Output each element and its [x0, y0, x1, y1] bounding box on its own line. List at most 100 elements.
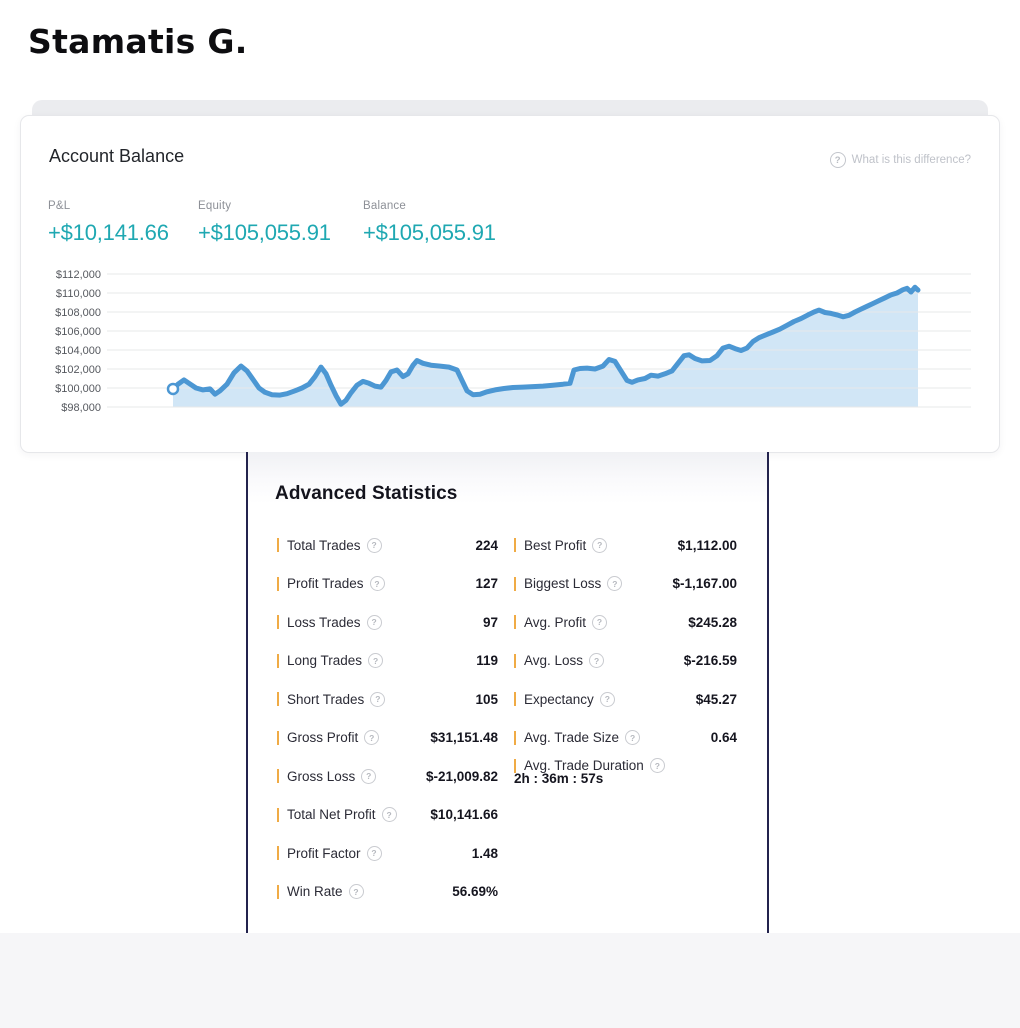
stat-label: Avg. Trade Duration: [524, 758, 644, 774]
help-icon[interactable]: ?: [368, 653, 384, 669]
help-icon[interactable]: ?: [589, 653, 605, 669]
help-icon[interactable]: ?: [370, 691, 386, 707]
help-icon[interactable]: ?: [348, 884, 364, 900]
stat-row: Short Trades ? 105: [277, 680, 498, 719]
stat-row: Gross Profit ? $31,151.48: [277, 719, 498, 758]
help-icon[interactable]: ?: [592, 614, 608, 630]
stat-accent-bar: [514, 576, 516, 591]
stat-value: $1,112.00: [677, 537, 737, 553]
stat-value: $-21,009.82: [425, 768, 498, 784]
stats-col-left: Total Trades ? 224 Profit Trades ? 127 L…: [277, 526, 498, 911]
y-axis-tick-label: $112,000: [56, 269, 101, 281]
help-icon[interactable]: ?: [369, 576, 385, 592]
help-icon[interactable]: ?: [649, 758, 665, 774]
metric-equity-label: Equity: [198, 200, 232, 212]
stat-label: Gross Loss: [287, 768, 356, 784]
stats-col-right: Best Profit ? $1,112.00 Biggest Loss ? $…: [514, 526, 737, 796]
stat-row: Avg. Trade Size ? 0.64: [514, 719, 737, 758]
stat-row: Loss Trades ? 97: [277, 603, 498, 642]
help-icon[interactable]: ?: [599, 691, 615, 707]
help-icon[interactable]: ?: [381, 807, 397, 823]
start-point-marker: [166, 382, 180, 396]
stat-label: Avg. Loss: [524, 653, 584, 669]
stat-label: Win Rate: [287, 884, 343, 900]
stat-row: Biggest Loss ? $-1,167.00: [514, 565, 737, 604]
stat-label: Long Trades: [287, 653, 363, 669]
metric-pnl-value: +$10,141.66: [48, 220, 169, 245]
help-icon[interactable]: ?: [366, 614, 382, 630]
stat-value: 105: [475, 691, 498, 707]
account-balance-card: Account Balance ? What is this differenc…: [20, 115, 1000, 453]
stat-label: Loss Trades: [287, 614, 361, 630]
stat-value: 2h : 36m : 57s: [514, 771, 604, 787]
stat-label: Profit Factor: [287, 845, 361, 861]
stat-row: Avg. Trade Duration ? 2h : 36m : 57s: [514, 757, 737, 796]
stat-accent-bar: [277, 692, 279, 707]
stat-value: 97: [482, 614, 498, 630]
help-label: What is this difference?: [851, 154, 971, 166]
stat-accent-bar: [277, 538, 279, 553]
stat-label: Avg. Trade Size: [524, 730, 620, 746]
y-axis-tick-label: $102,000: [55, 364, 101, 376]
stat-value: 127: [475, 576, 498, 592]
y-axis-tick-label: $98,000: [61, 402, 101, 414]
what-is-this-difference-link[interactable]: ? What is this difference?: [829, 152, 971, 168]
stat-value: 119: [476, 653, 498, 669]
stat-accent-bar: [277, 653, 279, 668]
stat-value: $-1,167.00: [672, 576, 737, 592]
help-icon[interactable]: ?: [361, 768, 377, 784]
stat-row: Avg. Profit ? $245.28: [514, 603, 737, 642]
help-icon[interactable]: ?: [625, 730, 641, 746]
stat-accent-bar: [514, 692, 516, 707]
stat-accent-bar: [277, 615, 279, 630]
help-icon[interactable]: ?: [364, 730, 380, 746]
y-axis-tick-label: $108,000: [55, 307, 101, 319]
y-axis-tick-label: $106,000: [55, 326, 101, 338]
stat-label: Biggest Loss: [524, 576, 602, 592]
metric-equity: Equity +$105,055.91: [198, 200, 331, 246]
metric-equity-value: +$105,055.91: [198, 220, 331, 245]
stat-accent-bar: [277, 884, 279, 899]
stat-label: Total Trades: [287, 537, 361, 553]
advanced-statistics-panel: Advanced Statistics Total Trades ? 224 P…: [246, 452, 769, 933]
stat-value: 56.69%: [452, 884, 498, 900]
stat-value: $31,151.48: [430, 730, 498, 746]
account-balance-title: Account Balance: [49, 146, 185, 166]
advanced-statistics-title: Advanced Statistics: [275, 483, 458, 504]
stat-accent-bar: [514, 653, 516, 668]
stat-accent-bar: [277, 730, 279, 745]
metric-balance-label: Balance: [363, 200, 406, 212]
page-title: Stamatis G.: [28, 22, 248, 61]
stat-value: 224: [475, 537, 498, 553]
stat-row: Gross Loss ? $-21,009.82: [277, 757, 498, 796]
stat-row: Total Net Profit ? $10,141.66: [277, 796, 498, 835]
stat-accent-bar: [277, 769, 279, 784]
help-icon[interactable]: ?: [366, 537, 382, 553]
stat-value: 1.48: [471, 845, 498, 861]
y-axis-tick-label: $110,000: [56, 288, 101, 300]
stat-label: Best Profit: [524, 537, 587, 553]
help-icon[interactable]: ?: [592, 537, 608, 553]
balance-line: [170, 284, 921, 407]
stat-accent-bar: [514, 615, 516, 630]
stat-label: Expectancy: [524, 691, 594, 707]
stat-row: Long Trades ? 119: [277, 642, 498, 681]
metric-pnl: P&L +$10,141.66: [48, 200, 169, 246]
stat-value: $10,141.66: [430, 807, 498, 823]
stat-accent-bar: [514, 730, 516, 745]
stat-row: Profit Trades ? 127: [277, 565, 498, 604]
stat-accent-bar: [277, 846, 279, 861]
stat-row: Profit Factor ? 1.48: [277, 834, 498, 873]
chart-area-fill: [173, 287, 918, 407]
stat-label: Avg. Profit: [524, 614, 587, 630]
help-icon[interactable]: ?: [607, 576, 623, 592]
help-icon[interactable]: ?: [366, 845, 382, 861]
stat-row: Avg. Loss ? $-216.59: [514, 642, 737, 681]
stat-value: $245.28: [688, 614, 737, 630]
stat-label: Total Net Profit: [287, 807, 376, 823]
stat-row: Expectancy ? $45.27: [514, 680, 737, 719]
metric-balance: Balance +$105,055.91: [363, 200, 496, 246]
y-axis-tick-label: $104,000: [55, 345, 101, 357]
stat-row: Total Trades ? 224: [277, 526, 498, 565]
y-axis-tick-label: $100,000: [55, 383, 101, 395]
